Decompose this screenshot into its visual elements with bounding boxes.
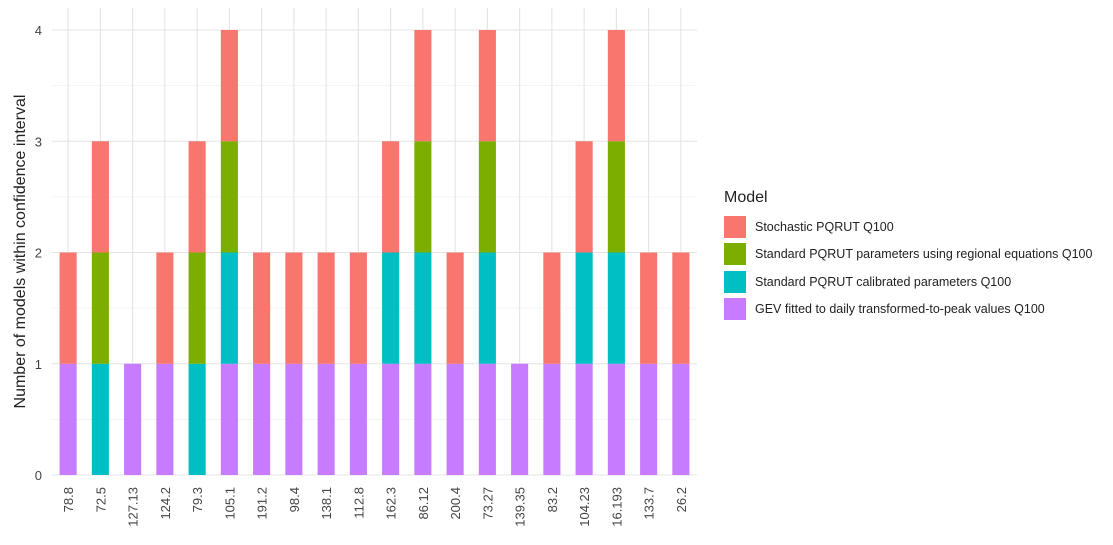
- x-tick-label: 86.12: [416, 487, 431, 520]
- y-tick-label: 1: [35, 357, 42, 372]
- legend-item: Stochastic PQRUT Q100: [724, 213, 1092, 241]
- legend-key: [724, 243, 746, 266]
- x-tick-label: 83.2: [545, 487, 560, 512]
- legend-key: [724, 298, 746, 321]
- x-tick-label: 105.1: [222, 487, 237, 520]
- x-tick-label: 139.35: [513, 487, 528, 527]
- legend-item: Standard PQRUT parameters using regional…: [724, 241, 1092, 269]
- bar-segment: [220, 30, 238, 142]
- legend-item: Standard PQRUT calibrated parameters Q10…: [724, 268, 1092, 296]
- bar-segment: [414, 252, 432, 364]
- bar-segment: [543, 363, 561, 475]
- legend-key: [724, 215, 746, 238]
- bar-segment: [575, 141, 593, 253]
- bar-segment: [607, 141, 625, 253]
- bar-segment: [59, 363, 77, 475]
- bar-segment: [349, 363, 367, 475]
- bar-segment: [640, 252, 658, 364]
- bar-segment: [478, 252, 496, 364]
- bar-segment: [607, 30, 625, 142]
- x-tick-label: 104.23: [577, 487, 592, 527]
- legend-label: GEV fitted to daily transformed-to-peak …: [755, 302, 1045, 317]
- bar-segment: [478, 30, 496, 142]
- bar-segment: [672, 252, 690, 364]
- bar-segment: [575, 363, 593, 475]
- bar-segment: [317, 363, 335, 475]
- x-tick-label: 98.4: [287, 487, 302, 512]
- bar-segment: [382, 252, 400, 364]
- bar-segment: [188, 363, 206, 475]
- bar-segment: [91, 363, 109, 475]
- legend-title: Model: [724, 189, 768, 206]
- bar-segment: [349, 252, 367, 364]
- bar-segment: [220, 252, 238, 364]
- bar-segment: [188, 141, 206, 253]
- x-tick-label: 127.13: [126, 487, 141, 527]
- bar-segment: [543, 252, 561, 364]
- bar-segment: [478, 363, 496, 475]
- bar-segment: [414, 363, 432, 475]
- x-tick-label: 72.5: [93, 487, 108, 512]
- x-tick-label: 162.3: [384, 487, 399, 520]
- x-tick-label: 73.27: [480, 487, 495, 520]
- bar-segment: [253, 252, 271, 364]
- bar-segment: [607, 252, 625, 364]
- bar-segment: [317, 252, 335, 364]
- legend-item: GEV fitted to daily transformed-to-peak …: [724, 296, 1092, 324]
- bar-segment: [446, 252, 464, 364]
- bar-segment: [414, 30, 432, 142]
- bar-segment: [672, 363, 690, 475]
- x-tick-label: 26.2: [674, 487, 689, 512]
- legend-key: [724, 270, 746, 293]
- bar-segment: [59, 252, 77, 364]
- bar-segment: [478, 141, 496, 253]
- bar-segment: [607, 363, 625, 475]
- bar-segment: [220, 141, 238, 253]
- bar-segment: [220, 363, 238, 475]
- bar-segment: [285, 252, 303, 364]
- bar-segment: [382, 363, 400, 475]
- bar-segment: [91, 252, 109, 364]
- bar-segment: [285, 363, 303, 475]
- bar-segment: [511, 363, 529, 475]
- x-tick-label: 138.1: [319, 487, 334, 520]
- bar-segment: [156, 252, 174, 364]
- bar-segment: [156, 363, 174, 475]
- bar-segment: [253, 363, 271, 475]
- y-tick-label: 2: [35, 246, 42, 261]
- bar-segment: [575, 252, 593, 364]
- x-tick-label: 16.193: [609, 487, 624, 527]
- x-tick-label: 78.8: [61, 487, 76, 512]
- y-tick-label: 3: [35, 134, 42, 149]
- y-axis-title: Number of models within confidence inter…: [12, 95, 29, 409]
- legend-label: Standard PQRUT calibrated parameters Q10…: [755, 274, 1012, 289]
- bar-segment: [382, 141, 400, 253]
- x-tick-label: 124.2: [158, 487, 173, 520]
- bar-segment: [414, 141, 432, 253]
- y-tick-label: 4: [35, 23, 42, 38]
- bar-segment: [446, 363, 464, 475]
- x-tick-label: 112.8: [351, 487, 366, 519]
- legend: Model Stochastic PQRUT Q100 Standard PQRU…: [724, 189, 1092, 323]
- y-tick-label: 0: [35, 468, 42, 483]
- x-tick-label: 200.4: [448, 487, 463, 520]
- bar-segment: [91, 141, 109, 253]
- x-tick-label: 191.2: [255, 487, 270, 520]
- bar-segment: [188, 252, 206, 364]
- x-tick-label: 79.3: [190, 487, 205, 512]
- bar-segment: [640, 363, 658, 475]
- bar-segment: [124, 363, 142, 475]
- x-tick-label: 133.7: [642, 487, 657, 520]
- legend-label: Stochastic PQRUT Q100: [755, 219, 894, 234]
- legend-label: Standard PQRUT parameters using regional…: [755, 247, 1093, 262]
